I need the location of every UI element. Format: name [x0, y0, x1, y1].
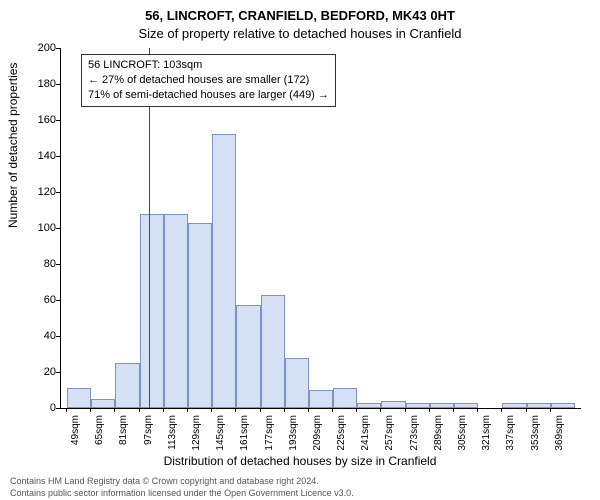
x-tick-label: 113sqm — [167, 415, 178, 459]
x-tick-mark — [187, 408, 188, 412]
x-tick-label: 81sqm — [118, 415, 129, 459]
x-tick-mark — [429, 408, 430, 412]
x-tick-mark — [332, 408, 333, 412]
x-tick-label: 145sqm — [215, 415, 226, 459]
histogram-bar — [140, 214, 164, 408]
annotation-line2: ← 27% of detached houses are smaller (17… — [88, 73, 329, 88]
x-tick-mark — [211, 408, 212, 412]
y-tick-label: 120 — [38, 186, 56, 198]
y-tick-mark — [56, 336, 60, 337]
x-tick-mark — [284, 408, 285, 412]
x-tick-mark — [66, 408, 67, 412]
chart-container: 56, LINCROFT, CRANFIELD, BEDFORD, MK43 0… — [0, 0, 600, 500]
x-tick-label: 257sqm — [384, 415, 395, 459]
histogram-bar — [67, 388, 91, 408]
x-tick-mark — [356, 408, 357, 412]
x-tick-mark — [453, 408, 454, 412]
chart-title-sub: Size of property relative to detached ho… — [0, 26, 600, 41]
histogram-bar — [91, 399, 115, 408]
x-tick-mark — [405, 408, 406, 412]
y-tick-label: 180 — [38, 78, 56, 90]
histogram-bar — [502, 403, 526, 408]
histogram-bar — [333, 388, 357, 408]
x-tick-mark — [139, 408, 140, 412]
x-tick-mark — [260, 408, 261, 412]
x-tick-mark — [526, 408, 527, 412]
x-tick-label: 209sqm — [312, 415, 323, 459]
y-tick-mark — [56, 300, 60, 301]
annotation-line3: 71% of semi-detached houses are larger (… — [88, 88, 329, 103]
y-tick-mark — [56, 192, 60, 193]
y-tick-mark — [56, 120, 60, 121]
y-tick-label: 60 — [44, 294, 56, 306]
x-tick-label: 289sqm — [433, 415, 444, 459]
x-tick-mark — [163, 408, 164, 412]
footer-line1: Contains HM Land Registry data © Crown c… — [10, 476, 319, 486]
x-tick-mark — [308, 408, 309, 412]
histogram-bar — [236, 305, 260, 408]
y-tick-mark — [56, 156, 60, 157]
x-tick-mark — [235, 408, 236, 412]
y-tick-label: 40 — [44, 330, 56, 342]
histogram-bar — [527, 403, 551, 408]
histogram-bar — [406, 403, 430, 408]
histogram-bar — [212, 134, 236, 408]
x-tick-label: 161sqm — [239, 415, 250, 459]
histogram-bar — [115, 363, 139, 408]
x-tick-mark — [90, 408, 91, 412]
x-tick-label: 193sqm — [288, 415, 299, 459]
histogram-bar — [309, 390, 333, 408]
x-tick-label: 353sqm — [530, 415, 541, 459]
y-tick-mark — [56, 84, 60, 85]
histogram-bar — [261, 295, 285, 408]
x-tick-label: 65sqm — [94, 415, 105, 459]
y-tick-label: 140 — [38, 150, 56, 162]
x-tick-label: 241sqm — [360, 415, 371, 459]
x-tick-label: 321sqm — [481, 415, 492, 459]
y-tick-mark — [56, 408, 60, 409]
y-tick-label: 100 — [38, 222, 56, 234]
y-tick-mark — [56, 48, 60, 49]
footer-line2: Contains public sector information licen… — [10, 488, 354, 498]
x-tick-label: 225sqm — [336, 415, 347, 459]
chart-title-main: 56, LINCROFT, CRANFIELD, BEDFORD, MK43 0… — [0, 8, 600, 23]
histogram-bar — [381, 401, 405, 408]
x-tick-label: 273sqm — [409, 415, 420, 459]
histogram-bar — [454, 403, 478, 408]
y-tick-label: 80 — [44, 258, 56, 270]
histogram-bar — [188, 223, 212, 408]
x-tick-label: 337sqm — [505, 415, 516, 459]
y-tick-mark — [56, 228, 60, 229]
y-tick-label: 20 — [44, 366, 56, 378]
histogram-bar — [164, 214, 188, 408]
x-tick-label: 177sqm — [264, 415, 275, 459]
y-tick-mark — [56, 372, 60, 373]
x-tick-mark — [380, 408, 381, 412]
x-tick-label: 97sqm — [143, 415, 154, 459]
x-tick-label: 129sqm — [191, 415, 202, 459]
y-tick-label: 160 — [38, 114, 56, 126]
x-tick-mark — [550, 408, 551, 412]
y-tick-mark — [56, 264, 60, 265]
plot-area: 56 LINCROFT: 103sqm ← 27% of detached ho… — [60, 48, 581, 409]
histogram-bar — [285, 358, 309, 408]
y-axis-label: Number of detached properties — [6, 63, 20, 228]
histogram-bar — [357, 403, 381, 408]
annotation-box: 56 LINCROFT: 103sqm ← 27% of detached ho… — [81, 54, 336, 107]
y-tick-label: 200 — [38, 42, 56, 54]
annotation-line1: 56 LINCROFT: 103sqm — [88, 58, 329, 73]
x-tick-mark — [477, 408, 478, 412]
histogram-bar — [551, 403, 575, 408]
x-tick-label: 49sqm — [70, 415, 81, 459]
x-tick-mark — [501, 408, 502, 412]
x-tick-mark — [114, 408, 115, 412]
x-tick-label: 369sqm — [554, 415, 565, 459]
histogram-bar — [430, 403, 454, 408]
x-tick-label: 305sqm — [457, 415, 468, 459]
